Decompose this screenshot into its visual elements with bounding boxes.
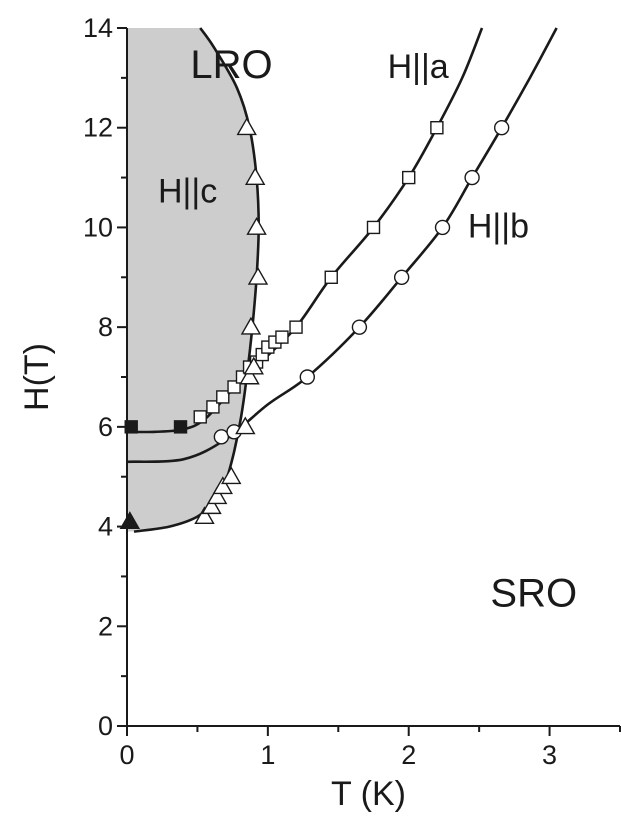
lro-region <box>127 28 259 532</box>
y-tick-label: 0 <box>98 711 113 741</box>
y-tick-label: 6 <box>98 412 113 442</box>
open-square-marker <box>324 270 338 284</box>
open-triangle-marker <box>240 316 262 335</box>
open-triangle-marker <box>212 476 233 495</box>
open-triangle-marker <box>244 167 266 186</box>
annotation-h-b: H||b <box>468 207 529 245</box>
x-axis-title: T (K) <box>331 775 406 813</box>
label-layer: LRO H||c H||a H||b SRO <box>158 43 577 615</box>
y-tick-label: 8 <box>98 312 113 342</box>
open-triangle-marker <box>235 416 256 435</box>
y-tick-label: 14 <box>83 13 113 43</box>
filled-square-marker <box>173 420 188 434</box>
open-triangle-marker <box>243 356 264 375</box>
annotation-h-c: H||c <box>158 173 217 211</box>
y-tick-label: 10 <box>83 212 113 242</box>
y-axis-title: H(T) <box>18 343 56 411</box>
open-circle-marker <box>351 319 368 335</box>
open-square-marker <box>206 400 220 414</box>
open-square-marker <box>289 320 303 334</box>
open-circle-marker <box>213 429 230 445</box>
open-triangle-marker <box>206 486 228 505</box>
open-square-marker <box>402 170 416 185</box>
open-square-marker <box>216 390 230 404</box>
open-square-marker <box>227 380 241 394</box>
annotation-sro: SRO <box>490 571 577 615</box>
open-circle-marker <box>299 369 315 385</box>
open-triangle-marker <box>201 496 222 515</box>
open-circle-marker <box>493 120 510 136</box>
open-square-marker <box>366 220 381 235</box>
marker-layer <box>119 117 510 530</box>
open-square-marker <box>193 410 207 424</box>
open-triangle-marker <box>221 466 242 485</box>
filled-square-marker <box>124 420 138 434</box>
x-tick-label: 2 <box>401 740 416 770</box>
open-triangle-marker <box>247 266 269 285</box>
y-tick-label: 2 <box>98 611 113 641</box>
x-tick-label: 1 <box>260 740 275 770</box>
open-triangle-marker <box>239 366 260 385</box>
open-circle-marker <box>393 269 410 285</box>
open-circle-marker <box>434 219 451 236</box>
annotation-lro: LRO <box>190 43 272 87</box>
open-triangle-marker <box>236 117 257 136</box>
lro-region-layer <box>127 28 259 532</box>
open-circle-marker <box>464 169 480 186</box>
filled-triangle-marker <box>119 511 141 530</box>
y-tick-label: 12 <box>83 113 113 143</box>
x-tick-label: 3 <box>542 740 557 770</box>
open-triangle-marker <box>194 506 215 525</box>
annotation-h-a: H||a <box>388 48 449 86</box>
open-square-marker <box>430 121 444 135</box>
open-square-marker <box>275 330 289 344</box>
y-tick-label: 4 <box>98 512 113 542</box>
x-tick-label: 0 <box>119 740 134 770</box>
open-triangle-marker <box>246 217 267 235</box>
